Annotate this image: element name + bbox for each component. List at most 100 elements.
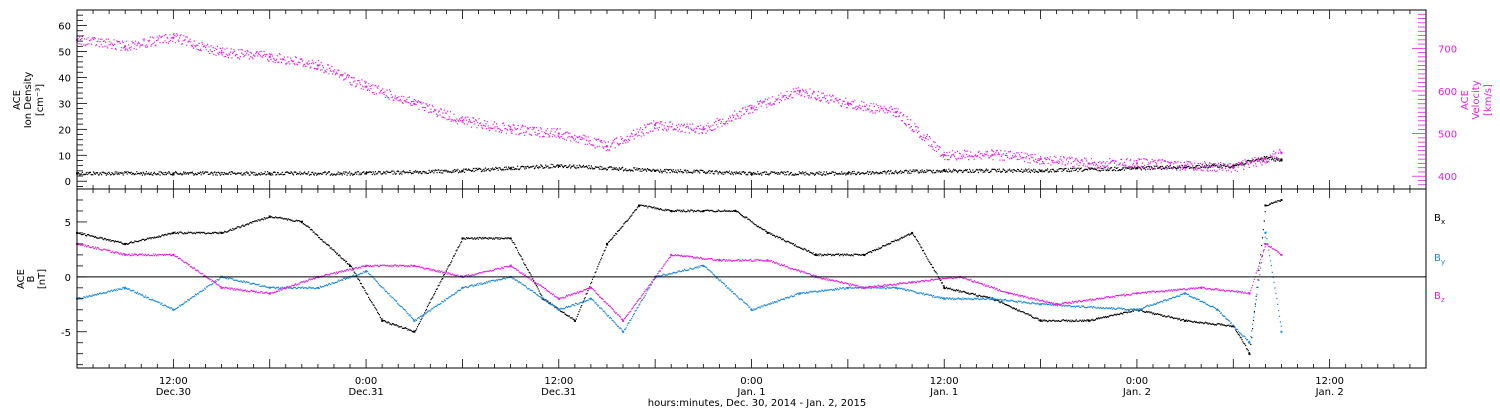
velocity-tick-label: 700 [1438,44,1457,55]
density-label-line3: [cm⁻³] [35,84,46,116]
density-velocity-panel: 0 10 20 30 40 50 60 400 500 600 700 ACE Ion Densit… [12,9,1494,190]
bz-point [1264,242,1267,245]
date-tick-label: Jan. 1 [736,387,765,398]
density-tick-label: 20 [58,125,71,136]
imf-label-line2: B [26,275,37,282]
time-tick-label: 12:00 [159,376,188,387]
legend-bz: B [1434,291,1441,302]
velocity-point [1039,158,1042,161]
bz-point [718,259,721,262]
time-axis-labels: 12:00Dec.300:00Dec.3112:00Dec.310:00Jan.… [76,10,1427,398]
x-axis-title: hours:minutes, Dec. 30, 2014 - Jan. 2, 2… [648,398,866,409]
bz-point [670,253,673,256]
velocity-point [1264,158,1267,161]
bz-point [1200,286,1203,289]
time-tick-label: 12:00 [544,376,573,387]
imf-label-line3: [nT] [37,269,48,289]
velocity-point [124,45,127,48]
time-tick-label: 12:00 [1315,376,1344,387]
date-tick-label: Dec.31 [541,387,576,398]
velocity-label-line2: Velocity [1471,80,1482,119]
panel2-axes: -5 0 5 [61,188,1427,369]
velocity-point [1280,151,1283,154]
date-tick-label: Dec.30 [156,387,191,398]
velocity-point [1087,162,1090,165]
density-points [76,155,1283,176]
velocity-point [1184,164,1187,167]
velocity-points [76,33,1283,173]
bx-point [814,253,817,256]
panel1-frame [76,9,1427,190]
velocity-point [220,51,223,54]
bx-point [943,286,946,289]
by-scatter [77,231,1282,344]
time-tick-label: 0:00 [355,376,377,387]
bx-point [605,242,608,245]
by-point [1280,330,1283,333]
imf-tick-label: 0 [65,273,71,284]
density-scatter [77,155,1283,176]
bx-point [1039,319,1042,322]
imf-label-line1: ACE [16,269,27,289]
bz-scatter [77,243,1282,322]
velocity-label-line1: ACE [1460,90,1471,110]
velocity-point [268,55,271,58]
velocity-tick-label: 500 [1438,130,1457,141]
velocity-point [895,111,898,114]
date-tick-label: Dec.31 [348,387,383,398]
density-tick-label: 0 [65,177,71,188]
velocity-point [654,124,657,127]
date-tick-label: Jan. 2 [1122,387,1151,398]
time-tick-label: 12:00 [930,376,959,387]
velocity-tick-label: 600 [1438,87,1457,98]
bx-point [1087,319,1090,322]
legend-bx: B [1434,213,1441,224]
velocity-point [365,85,368,88]
velocity-point [316,64,319,67]
density-tick-label: 40 [58,73,71,84]
bx-point [413,330,416,333]
velocity-point [509,128,512,131]
velocity-point [1232,166,1235,169]
imf-tick-label: -5 [61,328,71,339]
density-point [1280,159,1283,162]
velocity-tick-label: 400 [1438,172,1457,183]
density-point [268,172,271,175]
density-point [750,172,753,175]
legend-by: B [1434,253,1441,264]
velocity-point [798,89,801,92]
bz-point [1248,292,1251,295]
velocity-point [750,107,753,110]
bx-point [1248,352,1251,355]
legend-bz-sub: z [1441,296,1445,304]
time-tick-label: 0:00 [1126,376,1148,387]
density-tick-label: 30 [58,99,71,110]
velocity-point [172,36,175,39]
velocity-point [846,102,849,105]
bz-point [766,259,769,262]
bx-point [124,242,127,245]
density-tick-label: 60 [58,22,71,33]
imf-tick-label: 5 [65,218,71,229]
time-tick-label: 0:00 [740,376,762,387]
velocity-point [1135,162,1138,165]
density-label-line1: ACE [12,90,23,110]
velocity-label-line3: [km/s] [1483,84,1494,116]
density-label-line2: Ion Density [23,72,34,129]
bz-point [509,264,512,267]
legend-bx-sub: x [1441,218,1445,226]
by-point [846,286,849,289]
velocity-point [557,132,560,135]
panel2-frame [76,188,1427,369]
bx-scatter [77,199,1282,356]
velocity-point [943,153,946,156]
date-tick-label: Jan. 1 [929,387,958,398]
velocity-point [702,128,705,131]
by-point [1264,231,1267,234]
bx-point [911,231,914,234]
velocity-point [991,153,994,156]
date-tick-label: Jan. 2 [1315,387,1344,398]
